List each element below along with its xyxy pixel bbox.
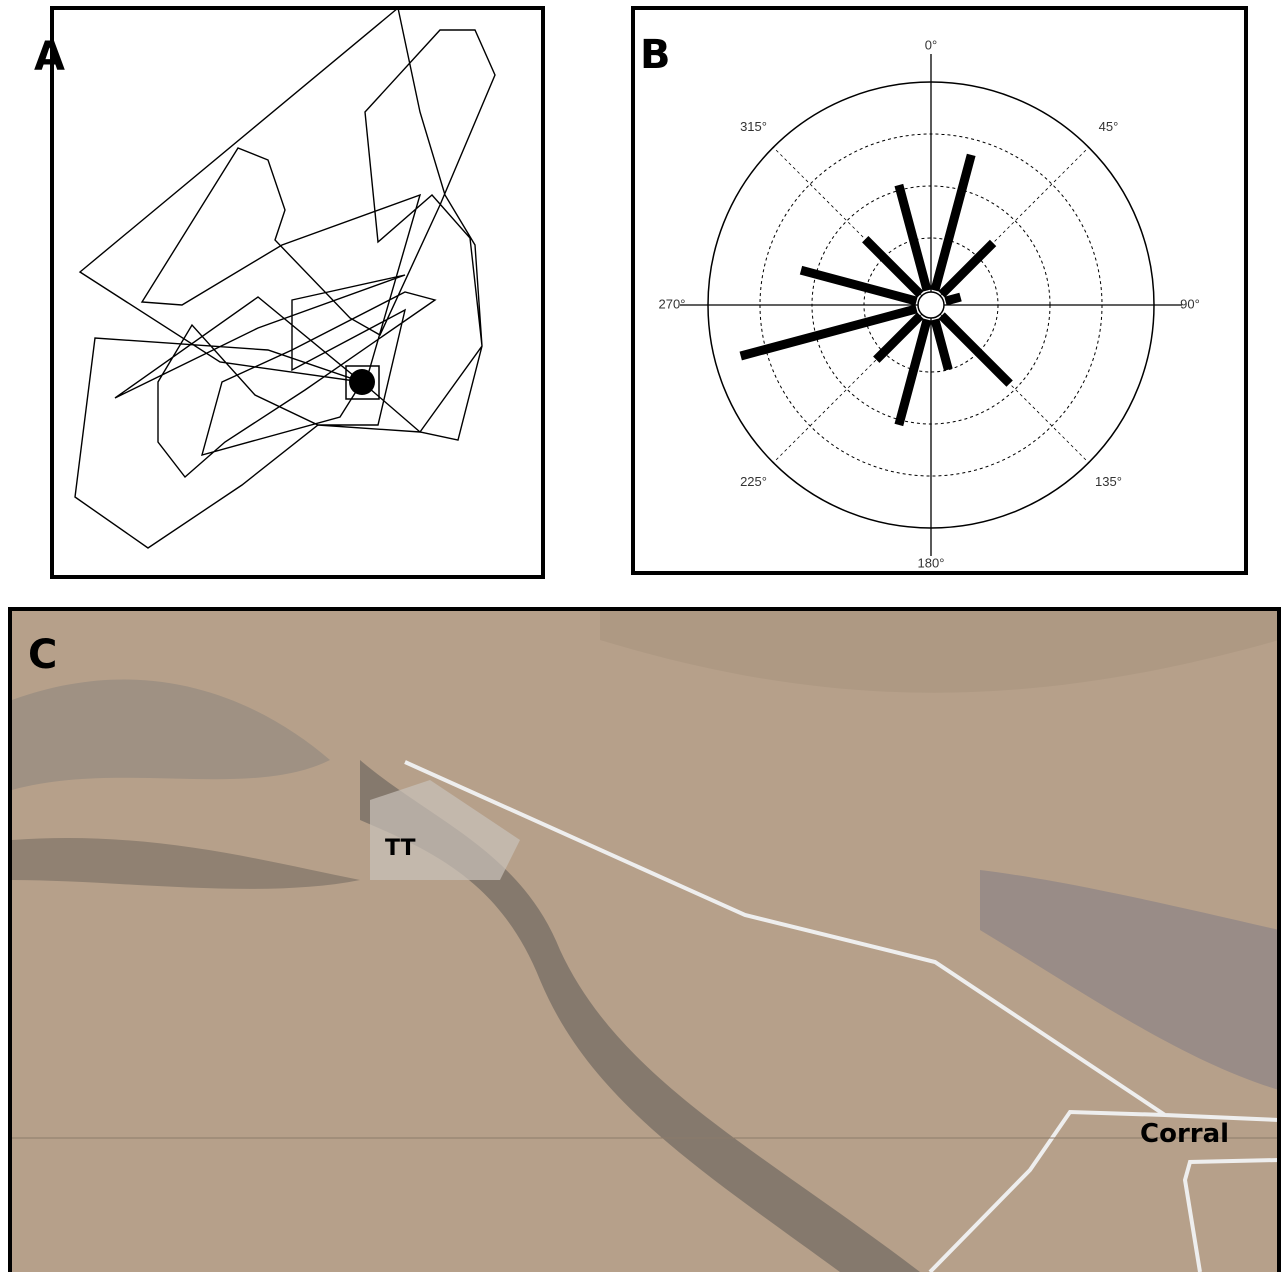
angle-label: 135° bbox=[1095, 474, 1122, 489]
panel-label: C bbox=[28, 632, 57, 678]
angle-label: 225° bbox=[740, 474, 767, 489]
rose-bar bbox=[945, 297, 960, 301]
map-label: TT bbox=[385, 836, 416, 861]
angle-label: 0° bbox=[925, 37, 937, 52]
angle-label: 45° bbox=[1099, 119, 1119, 134]
angle-label: 180° bbox=[918, 555, 945, 570]
origin-marker bbox=[349, 369, 375, 395]
figure: A 0° 45° 90° 135° 180° 225° 270° 315° B C TT Co… bbox=[0, 0, 1281, 1272]
center-hole bbox=[918, 292, 944, 318]
aerial-image bbox=[12, 611, 1279, 1272]
angle-label: 270° bbox=[659, 296, 686, 311]
panel-a-frame bbox=[52, 8, 543, 577]
angle-label: 315° bbox=[740, 119, 767, 134]
panel-label: A bbox=[34, 34, 65, 80]
map-label: Corral bbox=[1140, 1119, 1229, 1149]
panel-label: B bbox=[640, 32, 671, 78]
angle-label: 90° bbox=[1180, 296, 1200, 311]
